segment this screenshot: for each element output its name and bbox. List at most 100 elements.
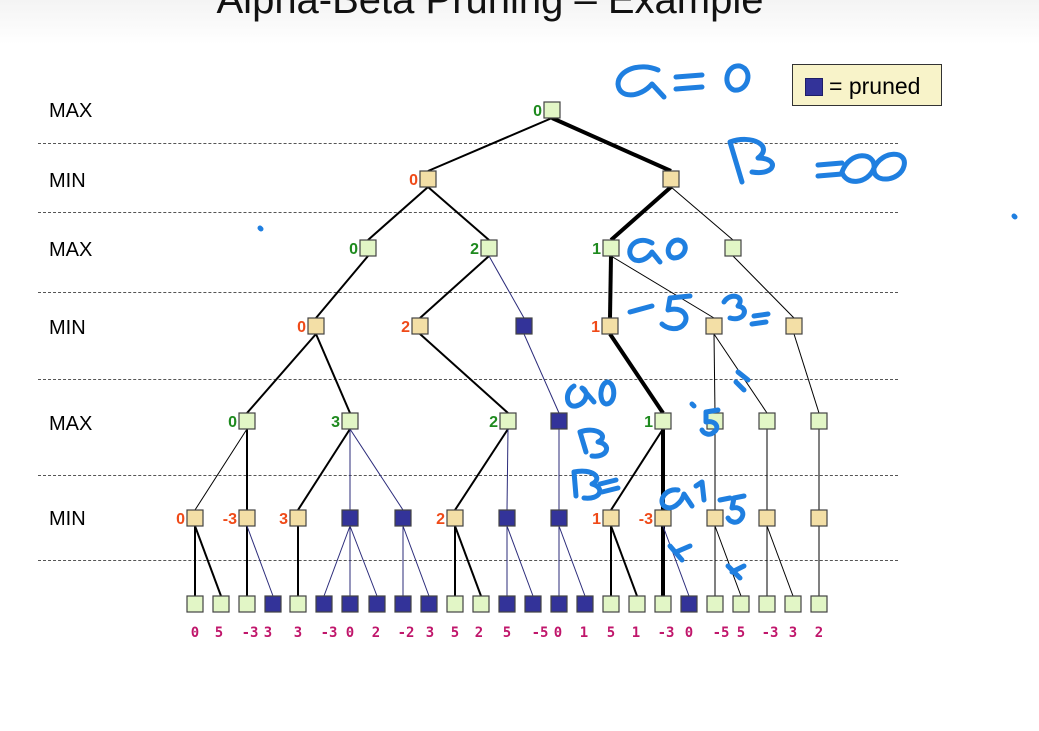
annotation-beta-symbol [721,293,747,322]
leaf-value: -5 [532,625,549,641]
tree-edge [246,333,317,414]
level-separator [38,292,898,293]
leaf-value: 0 [191,625,199,641]
tree-edge [609,185,673,242]
annotation-alpha-symbol [659,487,695,511]
tree-edge [454,428,509,511]
min-node [411,317,429,335]
pruned-leaf [680,595,698,613]
leaf-value: 0 [346,625,354,641]
leaf-value: 1 [632,625,640,641]
annotation-stroke [733,369,751,393]
tree-edge [194,525,222,597]
tree-edge [488,255,525,319]
leaf-value: 5 [503,625,511,641]
max-node [654,412,672,430]
pruned-node [394,509,412,527]
leaf-value: 5 [607,625,615,641]
leaf-node [706,595,724,613]
leaf-node [238,595,256,613]
leaf-value: -5 [713,625,730,641]
node-value: 0 [349,241,358,258]
tree-edge [419,333,509,414]
annotation-dot [689,401,697,409]
annotation-one [693,479,707,503]
min-node [810,509,828,527]
max-node [543,101,561,119]
annotation-beta-symbol [727,136,775,185]
min-node [602,509,620,527]
pruned-leaf [524,595,542,613]
node-value: 1 [591,319,600,336]
leaf-value: 5 [451,625,459,641]
node-value: -3 [639,511,653,528]
min-node [706,509,724,527]
leaf-node [212,595,230,613]
tree-edge [714,525,742,597]
leaf-node [602,595,620,613]
tree-nodes [186,101,828,613]
leaf-node [472,595,490,613]
tree-edge [608,332,665,415]
leaf-node [446,595,464,613]
node-value: 1 [592,511,601,528]
node-value: 0 [297,319,306,336]
annotation-beta-symbol [571,468,603,501]
pruned-node [498,509,516,527]
leaf-value: -3 [321,625,338,641]
level-separator [38,212,898,213]
leaf-value: 3 [264,625,272,641]
handwritten-annotations [257,63,1018,581]
annotation-infinity [839,151,907,184]
tree-edge [732,255,795,319]
level-label-min: MIN [49,508,86,530]
annotation-zero [598,379,617,407]
pruned-leaf [264,595,282,613]
max-node [341,412,359,430]
tree-edge [766,525,794,597]
node-value: 0 [533,103,542,120]
leaf-value: 5 [215,625,223,641]
annotation-dot [257,225,264,232]
tree-edge [402,525,430,597]
max-node [499,412,517,430]
leaf-value: 0 [685,625,693,641]
node-value: 2 [401,319,410,336]
annotation-equals [749,311,771,327]
tree-edge [610,428,664,511]
leaf-node [186,595,204,613]
level-label-min: MIN [49,317,86,339]
tree-value-labels: 000 2 10 2 10 3 2 10 -3 3 2 1 -30 5 -3 3 3 -3 0 2 -2 3 5 2 5 -5 0 1… [176,103,823,641]
pruned-leaf [368,595,386,613]
node-value: -3 [223,511,237,528]
annotation-equals [673,72,705,92]
leaf-value: 2 [372,625,380,641]
annotation-stroke [667,543,693,563]
level-separator [38,475,898,476]
pruned-leaf [498,595,516,613]
annotation-equals [815,160,845,179]
node-value: 0 [176,511,185,528]
level-separator [38,143,898,144]
annotation-minus-five [717,493,747,525]
leaf-node [810,595,828,613]
max-node [810,412,828,430]
tree-edge [713,333,716,414]
pruned-leaf [315,595,333,613]
max-node [724,239,742,257]
slide-title: Alpha-Beta Pruning – Example [216,0,764,22]
annotation-equals [597,477,621,495]
leaf-node [758,595,776,613]
tree-edge [454,525,482,597]
leaf-value: -3 [762,625,779,641]
pruned-leaf [576,595,594,613]
leaf-node [289,595,307,613]
max-node [359,239,377,257]
min-node [238,509,256,527]
tree-edge [315,333,351,414]
tree-edge [349,525,378,597]
leaf-value: -3 [242,625,259,641]
slide-top-strip [0,0,1039,44]
min-node [705,317,723,335]
